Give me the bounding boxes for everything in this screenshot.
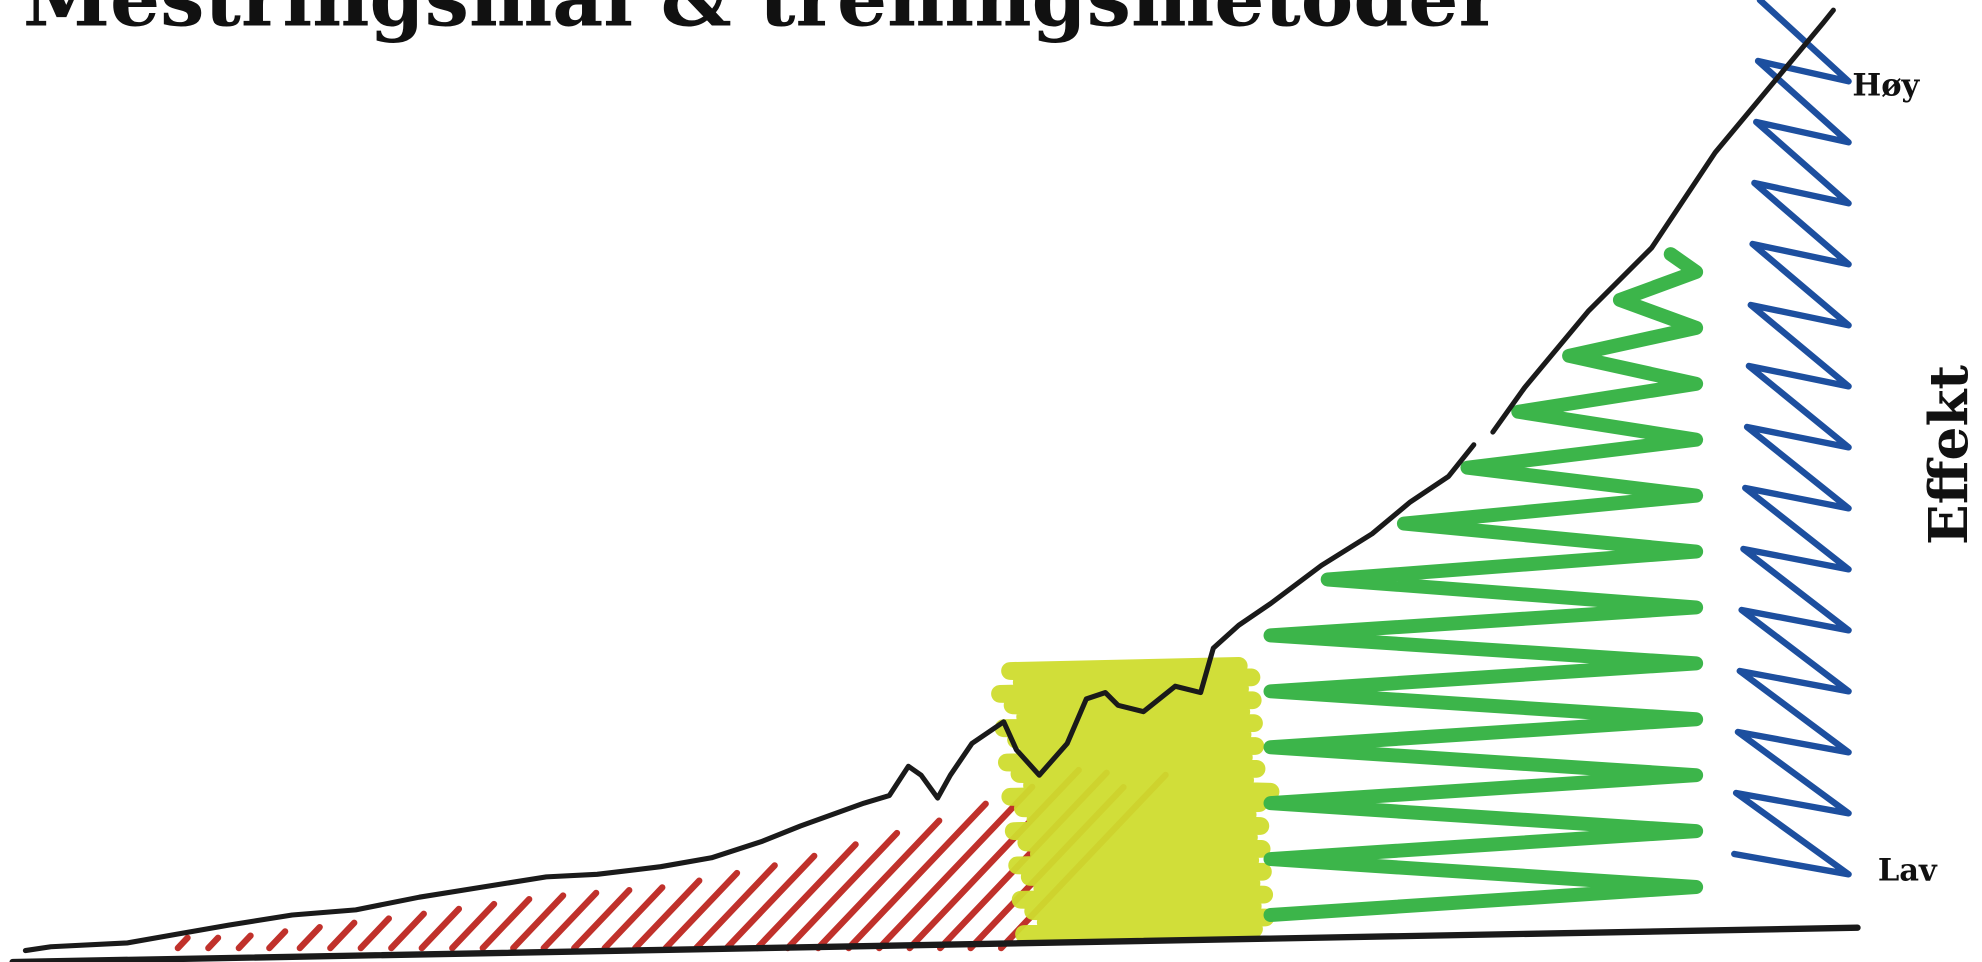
green-zigzag — [1263, 247, 1704, 922]
red-hatch — [784, 829, 901, 952]
baseline — [9, 924, 1861, 962]
axis-label: Effekt — [1917, 365, 1980, 545]
red-hatch — [388, 910, 427, 952]
red-hatch — [601, 884, 666, 952]
red-hatch — [632, 877, 703, 952]
red-hatch — [357, 915, 392, 952]
red-hatch — [693, 862, 778, 952]
low-label: Lav — [1878, 853, 1938, 889]
red-hatch — [754, 841, 859, 952]
red-hatch — [418, 905, 463, 952]
red-hatch — [540, 889, 600, 952]
red-hatch — [479, 896, 533, 952]
red-hatch — [662, 869, 741, 952]
red-hatch — [815, 817, 943, 952]
blue-zigzag — [1731, 0, 1852, 878]
red-hatch — [845, 800, 989, 952]
red-hatch — [571, 887, 633, 952]
effect-curve — [22, 7, 1836, 954]
title: Mestringsmål & treningsmetoder — [23, 0, 1502, 44]
red-hatch — [296, 923, 323, 952]
red-hatch — [449, 900, 498, 952]
yellow-scribble — [991, 657, 1280, 943]
red-hatch — [266, 928, 289, 952]
drawing — [174, 0, 1852, 952]
red-hatch — [723, 852, 818, 952]
red-hatch — [510, 892, 567, 952]
red-hatch — [327, 919, 358, 952]
red-hatch — [174, 934, 191, 952]
red-hatch — [205, 934, 222, 952]
high-label: Høy — [1852, 67, 1920, 103]
red-hatch — [876, 783, 1036, 952]
red-hatch — [235, 932, 254, 952]
